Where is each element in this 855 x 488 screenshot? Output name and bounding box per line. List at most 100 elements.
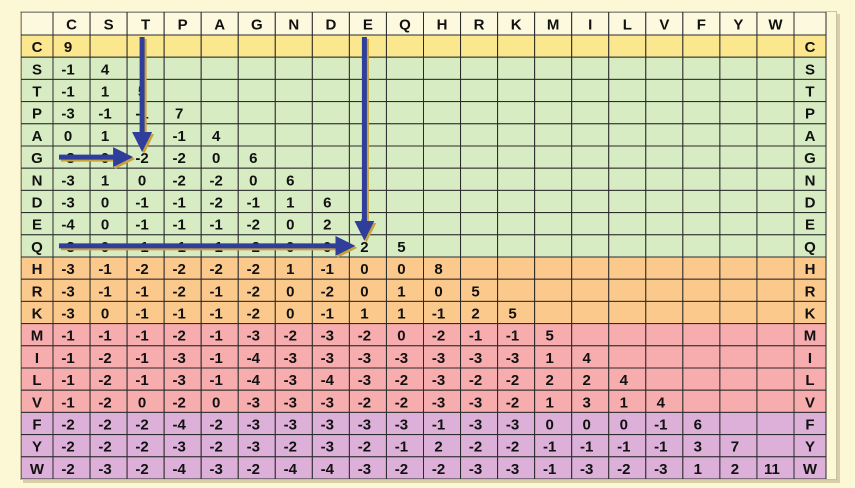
score-W-Y: 2 [731,461,739,478]
matrix-cell [608,323,647,347]
score-R-T: -1 [135,283,148,300]
matrix-cell [385,34,425,58]
matrix-cell [348,101,387,125]
score-A-S: 1 [101,128,109,145]
matrix-cell [423,234,462,258]
column-header-M: M [547,17,560,34]
score-F-P: -4 [172,417,186,434]
score-M-Q: 0 [397,328,405,345]
score-F-T: -2 [135,417,148,434]
score-F-A: -2 [210,417,223,434]
matrix-cell [348,56,387,80]
score-M-H: -2 [432,328,445,345]
column-header-Y: Y [733,17,743,34]
matrix-cell [756,434,795,458]
score-K-N: 0 [286,306,294,323]
matrix-cell [534,123,573,147]
matrix-cell [534,212,573,236]
score-H-N: 1 [286,261,294,278]
matrix-cell [497,145,536,169]
matrix-cell [534,145,573,169]
column-header-W: W [768,17,783,34]
matrix-cell [719,212,758,236]
matrix-cell [756,367,795,391]
matrix-cell [274,145,313,169]
row-label-right-M: M [804,328,817,345]
score-I-R: -3 [469,350,482,367]
matrix-cell [719,345,758,369]
score-F-C: -2 [61,417,74,434]
score-K-G: -2 [247,306,260,323]
row-label-right-P: P [805,106,815,123]
score-R-G: -2 [247,283,260,300]
matrix-cell [571,167,610,191]
score-D-G: -1 [247,195,260,212]
matrix-cell [608,278,647,302]
score-E-P: -1 [172,217,185,234]
matrix-cell [682,101,721,125]
matrix-cell [645,101,684,125]
matrix-cell [348,167,387,191]
matrix-cell [534,278,573,302]
matrix-cell [423,123,462,147]
matrix-cell [237,34,276,58]
score-L-K: -2 [506,372,519,389]
score-I-S: -2 [98,350,111,367]
score-R-Q: 1 [397,283,405,300]
matrix-cell [460,234,499,258]
column-header-S: S [104,17,114,34]
matrix-cell [571,323,610,347]
score-V-V: 4 [657,394,666,411]
score-E-T: -1 [135,217,148,234]
matrix-cell [682,56,721,80]
matrix-cell [719,189,758,214]
matrix-cell [311,101,350,125]
matrix-cell [460,56,499,80]
score-F-H: -1 [432,417,445,434]
matrix-cell [719,34,758,58]
matrix-cell [645,167,684,191]
matrix-cell [608,56,647,80]
matrix-cell [274,78,313,103]
column-header-P: P [178,17,188,34]
matrix-cell [682,323,721,347]
matrix-cell [645,323,684,347]
score-I-H: -3 [432,350,445,367]
row-label-left-M: M [31,328,44,345]
matrix-cell [200,56,239,80]
row-label-right-I: I [808,350,812,367]
matrix-cell [719,411,758,436]
score-Y-T: -2 [135,439,148,456]
row-label-left-H: H [32,261,43,278]
matrix-cell [534,101,573,125]
score-G-C: -3 [61,150,74,167]
score-V-S: -2 [98,394,111,411]
score-E-S: 0 [101,217,109,234]
score-Y-L: -1 [617,439,630,456]
row-label-left-N: N [32,172,43,189]
row-label-left-G: G [31,150,43,167]
row-label-left-Q: Q [31,239,43,256]
score-R-P: -2 [172,283,185,300]
matrix-cell [571,234,610,258]
score-Q-C: -3 [61,239,74,256]
matrix-cell [423,212,462,236]
matrix-cell [571,34,610,58]
score-H-C: -3 [61,261,74,278]
score-I-G: -4 [247,350,261,367]
score-I-P: -3 [172,350,185,367]
score-T-C: -1 [61,84,74,101]
matrix-cell [200,101,239,125]
matrix-cell [608,300,647,325]
score-Q-D: 0 [323,239,331,256]
row-label-right-Q: Q [804,239,816,256]
score-W-N: -4 [284,461,298,478]
row-label-right-K: K [805,306,816,323]
score-K-P: -1 [172,306,185,323]
score-P-S: -1 [98,106,111,123]
matrix-cell [719,389,758,413]
matrix-cell [645,34,684,58]
matrix-cell [497,212,536,236]
row-label-right-W: W [803,461,818,478]
score-K-S: 0 [101,306,109,323]
